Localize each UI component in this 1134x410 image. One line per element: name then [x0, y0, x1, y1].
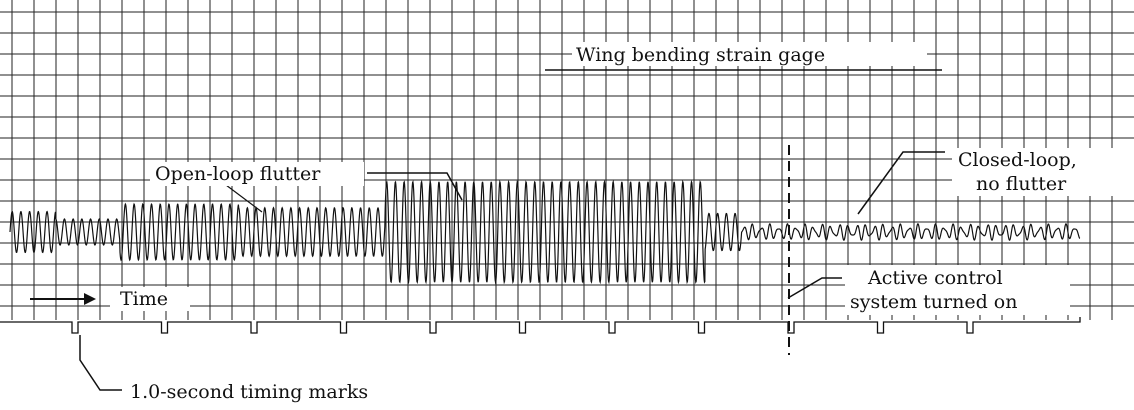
timing-mark [430, 322, 436, 333]
active-control-label-line2: system turned on [850, 291, 1017, 313]
timing-mark [72, 322, 78, 333]
timing-mark-trace [0, 317, 1081, 334]
timing-mark [609, 322, 615, 333]
active-control-leader [787, 277, 842, 299]
active-control-label-bg [845, 265, 1070, 315]
closed-loop-label-bg [952, 148, 1134, 196]
closed-loop-leader [857, 151, 945, 215]
timing-mark [967, 322, 973, 333]
time-label-bg [110, 287, 190, 311]
open-loop-flutter-label: Open-loop flutter [155, 163, 321, 185]
active-control-label-line1: Active control [867, 267, 1003, 289]
timing-mark [699, 322, 705, 333]
timing-mark [251, 322, 257, 333]
timing-mark [878, 322, 884, 333]
open-loop-leader [367, 172, 463, 201]
time-arrow-icon [84, 293, 96, 305]
strain-gage-waveform [9, 179, 1081, 285]
timing-marks [72, 322, 973, 333]
closed-loop-label-line1: Closed-loop, [958, 149, 1077, 171]
open-loop-leader-2 [225, 184, 263, 213]
timing-marks-leader [79, 335, 122, 391]
timing-mark [520, 322, 526, 333]
closed-loop-label-line2: no flutter [976, 173, 1067, 195]
strain-gage-label: Wing bending strain gage [576, 44, 825, 66]
timing-marks-label-bg [126, 378, 426, 404]
strain-gage-label-bg [572, 42, 927, 66]
timing-mark [162, 322, 168, 333]
timing-mark [341, 322, 347, 333]
time-label: Time [120, 288, 168, 310]
timing-marks-label: 1.0-second timing marks [130, 381, 368, 403]
open-loop-label-bg [150, 162, 364, 186]
